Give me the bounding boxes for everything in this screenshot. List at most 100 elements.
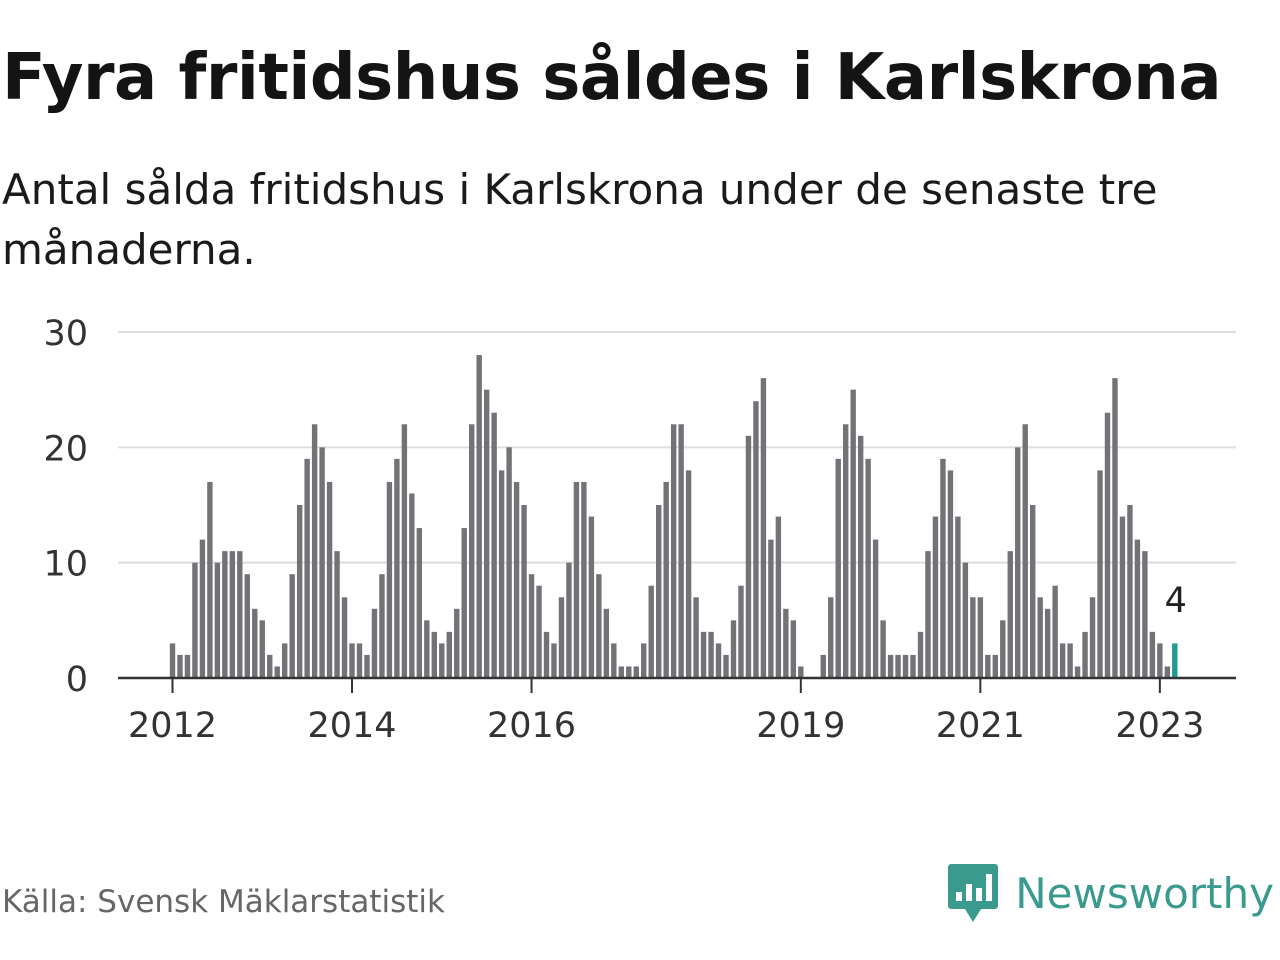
bars [169,355,1178,678]
bar [296,505,303,678]
bar [259,620,265,678]
bar [386,481,393,678]
bar [192,562,198,678]
bar [536,585,542,678]
bar [641,643,647,678]
bar [1037,597,1043,678]
bar [543,631,550,678]
bar [237,551,243,678]
bar [513,481,520,678]
x-axis [118,676,1236,693]
bar [663,481,669,678]
bar [469,424,475,678]
bar-chart: 0 10 20 30 2012 2014 2016 2019 2021 2023 4 [43,314,1236,746]
bar [446,631,452,678]
bar [566,562,572,678]
bar [626,666,632,678]
bar [843,424,849,678]
bar [1097,470,1103,678]
bar [670,424,677,678]
bar [207,481,213,678]
bar [1044,608,1051,678]
newsworthy-brand: Newsworthy [947,862,1274,924]
bar [371,608,378,678]
x-tick-label: 2012 [128,706,217,746]
bar [985,654,991,678]
bar [865,458,871,678]
bar [760,378,767,678]
bar [992,654,998,678]
bar [244,574,250,678]
bar [925,551,931,678]
chart-title: Fyra fritidshus såldes i Karlskrona [2,41,1222,115]
bar [850,389,856,678]
bar [1149,631,1156,678]
bar [439,643,445,678]
bar [1082,631,1088,678]
x-tick-label: 2019 [756,706,845,746]
bar [1000,620,1006,678]
bar [1007,551,1013,678]
bar [311,424,318,678]
bar [917,631,924,678]
bar [528,574,535,678]
bar [1112,378,1118,678]
bar [723,654,729,678]
bar [708,631,714,678]
brand-name: Newsworthy [1015,868,1274,918]
source-note: Källa: Svensk Mäklarstatistik [2,884,445,920]
bar [282,643,288,678]
bar [828,597,834,678]
bar [498,470,505,678]
bar [319,447,325,678]
bar [753,401,759,678]
bar [326,481,333,678]
bar [745,435,752,678]
x-tick-label: 2023 [1115,706,1204,746]
bar [1134,539,1141,678]
bar [1119,516,1126,678]
bar [252,608,258,678]
bar [431,631,437,678]
bar [970,597,976,678]
y-tick-label: 20 [43,429,88,469]
bar [1104,412,1111,678]
bar [700,631,707,678]
bar [379,574,385,678]
x-tick-label: 2016 [487,706,576,746]
bar [857,435,864,678]
bar [902,654,909,678]
bar [1074,666,1081,678]
bar [790,620,797,678]
bar [476,355,482,678]
bar [506,447,512,678]
bar [1052,585,1058,678]
y-tick-label: 10 [43,545,88,585]
bar [880,620,886,678]
bar [910,654,916,678]
highlight-bar [1172,643,1178,678]
bar [177,654,183,678]
bar [783,608,789,678]
bar [962,562,969,678]
bar [947,470,954,678]
bar [424,620,430,678]
y-tick-label: 0 [66,660,88,700]
bar [1022,424,1028,678]
bar [596,574,602,678]
x-axis-tick-labels: 2012 2014 2016 2019 2021 2023 [128,706,1204,746]
bar [588,516,595,678]
bar [214,562,221,678]
bar [768,539,774,678]
bar [1059,643,1066,678]
bar [872,539,879,678]
bar [1015,447,1021,678]
bar [715,643,722,678]
bar [274,666,280,678]
bar [289,574,295,678]
chart-subtitle: Antal sålda fritidshus i Karlskrona unde… [2,165,1158,274]
bar [603,608,610,678]
bar [229,551,236,678]
bar [491,412,497,678]
x-tick-label: 2014 [307,706,396,746]
